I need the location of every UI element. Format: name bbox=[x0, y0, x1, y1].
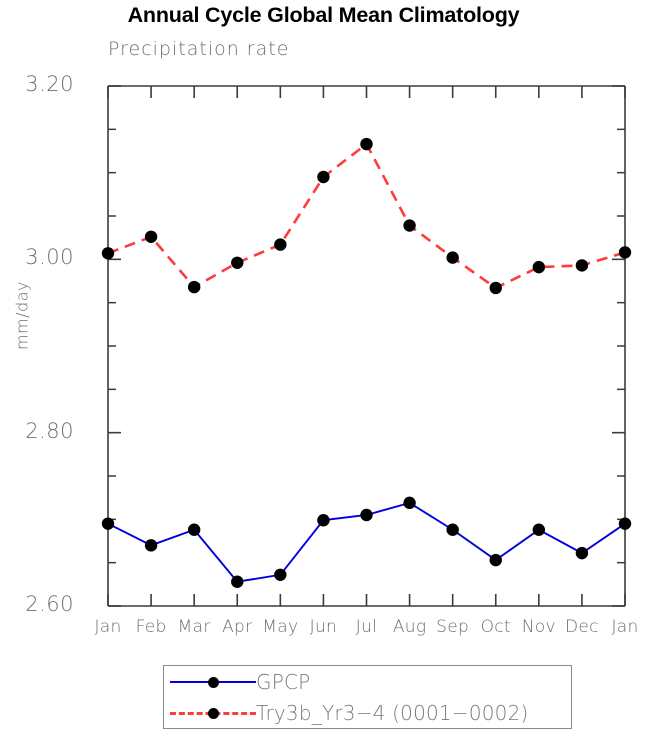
x-tick-label: Dec bbox=[565, 617, 599, 637]
data-point-marker bbox=[101, 247, 115, 260]
y-tick-label: 3.20 bbox=[25, 72, 74, 96]
x-tick-label: Oct bbox=[480, 617, 511, 637]
data-point-marker bbox=[317, 514, 330, 527]
x-tick-label: Apr bbox=[222, 617, 253, 637]
data-point-marker bbox=[446, 251, 459, 264]
x-tick-label: Sep bbox=[436, 617, 470, 637]
x-tick-label: Mar bbox=[177, 617, 211, 637]
legend-item-gpcp[interactable]: GPCP bbox=[164, 666, 571, 698]
chart-subtitle: Precipitation rate bbox=[108, 38, 290, 60]
x-tick-label: May bbox=[262, 617, 299, 637]
y-tick-label: 2.80 bbox=[25, 418, 74, 443]
data-point-marker bbox=[231, 256, 244, 269]
data-point-marker bbox=[489, 281, 502, 295]
data-point-marker bbox=[532, 260, 546, 274]
data-point-marker bbox=[618, 517, 632, 530]
legend-label-gpcp: GPCP bbox=[256, 670, 311, 694]
legend: GPCP Try3b_Yr3−4 (0001−0002) bbox=[163, 665, 572, 729]
x-tick-label: Jan bbox=[611, 617, 639, 637]
data-point-marker bbox=[317, 170, 330, 184]
y-tick-label: 2.60 bbox=[25, 592, 74, 616]
x-tick-label: Feb bbox=[135, 617, 167, 637]
x-tick-label: Jul bbox=[355, 617, 378, 637]
data-point-marker bbox=[575, 259, 589, 272]
x-tick-label: Jun bbox=[309, 617, 338, 637]
legend-label-try3b: Try3b_Yr3−4 (0001−0002) bbox=[256, 701, 529, 725]
x-tick-label: Nov bbox=[521, 617, 556, 637]
legend-marker-icon bbox=[207, 676, 219, 688]
data-point-marker bbox=[360, 137, 373, 151]
data-point-marker bbox=[575, 546, 589, 560]
chart-title: Annual Cycle Global Mean Climatology bbox=[127, 3, 520, 27]
data-point-marker bbox=[446, 523, 459, 536]
legend-marker-icon bbox=[207, 707, 219, 719]
data-point-marker bbox=[403, 496, 416, 510]
legend-sample-try3b bbox=[170, 703, 256, 723]
x-tick-label: Jan bbox=[94, 617, 122, 637]
axis-frame bbox=[107, 85, 626, 607]
series-layer bbox=[101, 137, 632, 588]
data-point-marker bbox=[532, 523, 546, 536]
data-point-marker bbox=[489, 553, 502, 567]
data-point-marker bbox=[101, 517, 115, 530]
data-point-marker bbox=[274, 568, 287, 581]
legend-item-try3b[interactable]: Try3b_Yr3−4 (0001−0002) bbox=[164, 697, 571, 729]
x-tick-label: Aug bbox=[392, 617, 427, 637]
data-point-marker bbox=[144, 539, 158, 552]
data-point-marker bbox=[274, 238, 287, 251]
data-point-marker bbox=[187, 523, 201, 536]
series-line-try3b-yr3-4-0001-0002 bbox=[107, 142, 626, 290]
legend-sample-gpcp bbox=[170, 672, 256, 692]
data-point-marker bbox=[144, 230, 158, 243]
data-point-marker bbox=[360, 508, 373, 522]
data-point-marker bbox=[231, 575, 244, 588]
data-point-marker bbox=[187, 280, 201, 294]
y-tick-label: 3.00 bbox=[25, 245, 74, 270]
data-point-marker bbox=[618, 246, 632, 259]
data-point-marker bbox=[403, 219, 416, 232]
